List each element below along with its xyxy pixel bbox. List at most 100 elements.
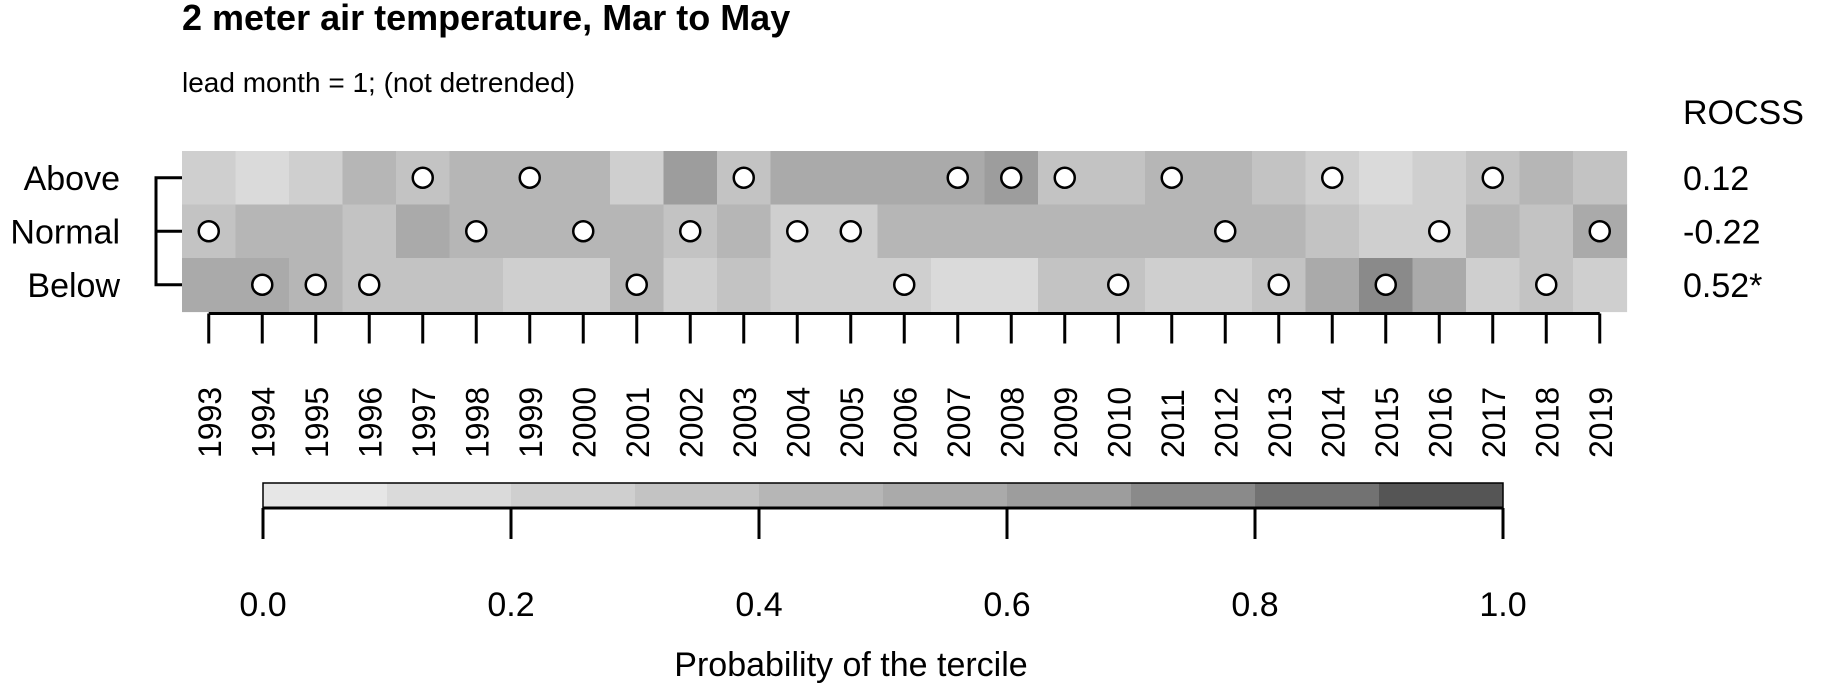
heatmap-cell (1145, 258, 1200, 313)
year-tick-label: 2005 (834, 387, 870, 458)
observed-marker (572, 220, 595, 243)
heatmap-cell (449, 258, 504, 313)
heatmap-cell (503, 258, 558, 313)
year-tick-label: 1997 (406, 387, 442, 458)
heatmap-cell (342, 204, 397, 259)
heatmap-cell (1573, 258, 1628, 313)
colorbar-swatch (883, 483, 1008, 508)
year-tick-label: 2017 (1476, 387, 1512, 458)
heatmap-cell (610, 204, 665, 259)
heatmap-cell (1412, 258, 1467, 313)
year-tick-label: 1993 (192, 387, 228, 458)
colorbar-tick-label: 0.4 (735, 586, 782, 624)
heatmap-cell (1038, 258, 1093, 313)
heatmap-cell (396, 258, 451, 313)
colorbar-swatch (387, 483, 512, 508)
year-tick-label: 2003 (727, 387, 763, 458)
year-tick-label: 2008 (994, 387, 1030, 458)
colorbar-tick-label: 1.0 (1479, 586, 1526, 624)
observed-marker (625, 273, 648, 296)
heatmap-cell (449, 151, 504, 206)
year-tick-label: 2013 (1262, 387, 1298, 458)
heatmap-cell (182, 258, 237, 313)
year-tick-label: 1996 (352, 387, 388, 458)
observed-marker (732, 166, 755, 189)
heatmap-cell (1359, 151, 1414, 206)
rocss-values: 0.12 -0.22 0.52* (1683, 160, 1762, 305)
colorbar-swatch (511, 483, 636, 508)
observed-marker (1000, 166, 1023, 189)
year-tick-label: 2018 (1529, 387, 1565, 458)
heatmap-cell (984, 204, 1039, 259)
heatmap-cell (663, 258, 718, 313)
year-tick-label: 2000 (566, 387, 602, 458)
heatmap-cell (1466, 258, 1521, 313)
year-tick-label: 1994 (245, 387, 281, 458)
heatmap-cell (182, 151, 237, 206)
observed-marker (411, 166, 434, 189)
observed-marker (358, 273, 381, 296)
heatmap-cell (396, 204, 451, 259)
heatmap-cell (1145, 204, 1200, 259)
observed-marker (893, 273, 916, 296)
year-tick-label: 2015 (1369, 387, 1405, 458)
year-tick-label: 2019 (1583, 387, 1619, 458)
observed-marker (679, 220, 702, 243)
heatmap-cell (1305, 258, 1360, 313)
heatmap-cell (1359, 204, 1414, 259)
year-tick-label: 1995 (299, 387, 335, 458)
heatmap-cell (824, 151, 879, 206)
observed-marker (1374, 273, 1397, 296)
heatmap-cell (556, 258, 611, 313)
rocss-value: -0.22 (1683, 213, 1761, 251)
year-tick-label: 2004 (780, 387, 816, 458)
heatmap-cell (931, 258, 986, 313)
heatmap-cell (1252, 204, 1307, 259)
heatmap-cell (556, 151, 611, 206)
heatmap-cell (503, 204, 558, 259)
heatmap-cell (235, 151, 290, 206)
year-tick-label: 2002 (673, 387, 709, 458)
heatmap-cell (1466, 204, 1521, 259)
observed-marker (197, 220, 220, 243)
colorbar-label: Probability of the tercile (674, 646, 1027, 684)
rocss-value: 0.12 (1683, 160, 1749, 198)
heatmap-cell (289, 204, 344, 259)
heatmap-cells (182, 151, 1628, 313)
year-tick-label: 2009 (1048, 387, 1084, 458)
row-label: Above (24, 160, 120, 198)
observed-marker (1481, 166, 1504, 189)
observed-marker (251, 273, 274, 296)
heatmap-cell (1038, 204, 1093, 259)
year-tick-label: 1999 (513, 387, 549, 458)
heatmap-cell (877, 204, 932, 259)
heatmap-cell (717, 258, 772, 313)
year-axis: 1993 1994 1995 1996 1997 1998 1999 2000 2001 2002… (192, 312, 1619, 458)
heatmap-cell (877, 151, 932, 206)
colorbar-swatch (635, 483, 760, 508)
year-tick-label: 2012 (1208, 387, 1244, 458)
colorbar-swatch (263, 483, 388, 508)
observed-marker (1428, 220, 1451, 243)
heatmap-cell (663, 151, 718, 206)
heatmap-cell (1198, 258, 1253, 313)
heatmap-cell (289, 151, 344, 206)
row-labels: Above Normal Below (10, 160, 182, 305)
observed-markers (197, 166, 1611, 296)
colorbar-swatch (1007, 483, 1132, 508)
observed-marker (304, 273, 327, 296)
observed-marker (786, 220, 809, 243)
rocss-value: 0.52* (1683, 267, 1762, 305)
colorbar-swatch (759, 483, 884, 508)
colorbar-swatch (1379, 483, 1504, 508)
colorbar-tick-label: 0.0 (239, 586, 286, 624)
observed-marker (1321, 166, 1344, 189)
observed-marker (465, 220, 488, 243)
observed-marker (1267, 273, 1290, 296)
colorbar-tick-label: 0.6 (983, 586, 1030, 624)
row-label: Normal (10, 213, 120, 251)
year-tick-label: 2011 (1155, 389, 1191, 458)
observed-marker (518, 166, 541, 189)
year-tick-label: 1998 (459, 387, 495, 458)
observed-marker (1107, 273, 1130, 296)
